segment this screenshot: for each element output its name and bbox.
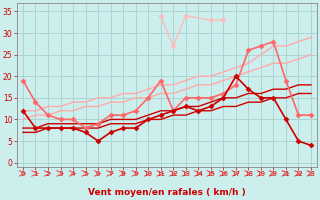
X-axis label: Vent moyen/en rafales ( km/h ): Vent moyen/en rafales ( km/h ): [88, 188, 246, 197]
